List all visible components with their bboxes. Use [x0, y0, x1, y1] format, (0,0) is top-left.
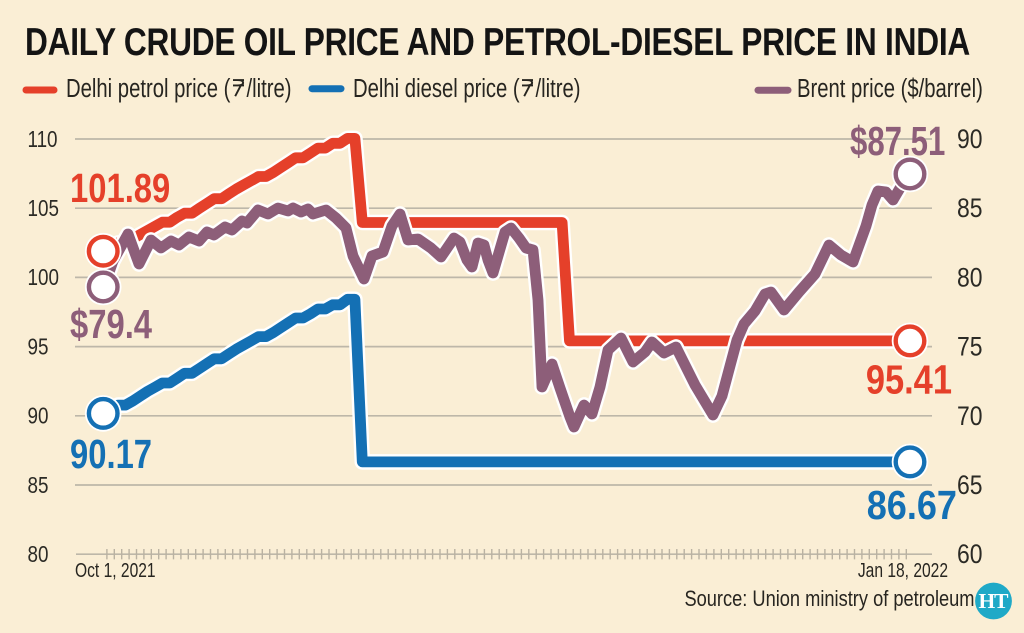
svg-text:/litre): /litre)	[536, 74, 581, 103]
svg-text:100: 100	[28, 266, 59, 291]
svg-text:95.41: 95.41	[866, 358, 952, 403]
svg-text:90.17: 90.17	[70, 430, 152, 476]
svg-text:85: 85	[957, 193, 983, 223]
svg-text:Oct 1, 2021: Oct 1, 2021	[75, 559, 156, 581]
svg-text:Brent price ($/barrel): Brent price ($/barrel)	[797, 74, 983, 103]
svg-text:60: 60	[957, 539, 983, 569]
svg-text:70: 70	[957, 401, 983, 431]
svg-text:86.67: 86.67	[867, 483, 957, 529]
svg-text:65: 65	[957, 470, 983, 500]
svg-text:80: 80	[957, 263, 983, 293]
svg-text:Source: Union ministry of petr: Source: Union ministry of petroleum	[684, 588, 974, 612]
svg-text:85: 85	[28, 473, 49, 498]
svg-text:/litre): /litre)	[247, 74, 292, 103]
svg-text:$79.4: $79.4	[70, 300, 152, 346]
svg-text:105: 105	[28, 196, 59, 221]
svg-text:Delhi petrol price (: Delhi petrol price (	[66, 74, 231, 103]
svg-text:101.89: 101.89	[70, 164, 170, 210]
svg-text:110: 110	[28, 127, 58, 152]
svg-text:95: 95	[28, 335, 49, 360]
svg-text:HT: HT	[978, 589, 1009, 613]
svg-text:Jan 18, 2022: Jan 18, 2022	[858, 559, 948, 581]
svg-text:Delhi diesel price (: Delhi diesel price (	[353, 74, 520, 103]
svg-text:90: 90	[957, 124, 983, 154]
svg-text:80: 80	[28, 542, 49, 567]
svg-text:DAILY CRUDE OIL PRICE AND PETR: DAILY CRUDE OIL PRICE AND PETROL-DIESEL …	[25, 20, 970, 64]
svg-text:$87.51: $87.51	[850, 118, 945, 164]
svg-text:90: 90	[28, 404, 49, 429]
svg-text:75: 75	[957, 332, 983, 362]
